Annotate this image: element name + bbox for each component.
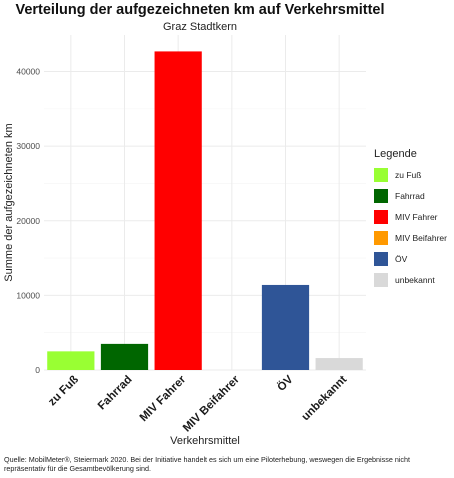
y-tick-label: 30000 [16,141,40,151]
legend-item: ÖV [374,248,454,269]
legend-swatch [374,251,388,266]
bar-miv-fahrer [154,51,202,371]
legend-label: zu Fuß [395,169,422,180]
x-tick-label: zu Fuß [46,374,81,409]
chart-title: Verteilung der aufgezeichneten km auf Ve… [15,2,385,18]
bar-öv [261,284,310,370]
legend-swatch [374,230,388,245]
chart-subtitle: Graz Stadtkern [163,21,237,33]
legend-title: Legende [374,148,417,160]
x-tick-label: MIV Fahrer [138,373,189,424]
x-tick-label: Fahrrad [96,374,135,413]
legend-item: MIV Fahrer [374,206,454,227]
bar-zu-fuß [47,351,95,370]
y-tick-label: 20000 [16,216,40,226]
bar-chart: 0 10000 20000 30000 40000 zu Fuß Fahrrad MIV Fa… [3,35,366,447]
legend-item: Fahrrad [374,185,454,206]
legend-swatch [374,188,388,203]
x-axis-title: Verkehrsmittel [170,435,240,447]
legend-label: unbekannt [395,274,435,285]
legend-swatch [374,167,388,182]
legend-swatch [374,209,388,224]
y-tick-label: 10000 [16,290,40,300]
bar-fahrrad [100,343,149,370]
x-tick-label: ÖV [275,373,296,394]
y-tick-label: 0 [35,365,40,375]
bar-unbekannt [315,358,363,370]
legend-label: MIV Fahrer [395,211,438,222]
legend-item: MIV Beifahrer [374,227,454,248]
legend-item: unbekannt [374,269,454,290]
x-tick-label: unbekannt [300,374,350,424]
legend-label: Fahrrad [395,190,425,201]
y-tick-label: 40000 [16,67,40,77]
legend-label: ÖV [395,253,408,264]
source-caption: Quelle: MobilMeter®, Steiermark 2020. Be… [4,455,411,473]
legend-label: MIV Beifahrer [395,232,447,243]
legend-item: zu Fuß [374,164,454,185]
legend-swatch [374,272,388,287]
x-tick-label: MIV Beifahrer [181,373,242,434]
y-axis-title: Summe der aufgezeichneten km [3,123,15,281]
legend: Legende zu Fuß Fahrrad MIV Fahrer MIV Beifa… [374,148,454,290]
